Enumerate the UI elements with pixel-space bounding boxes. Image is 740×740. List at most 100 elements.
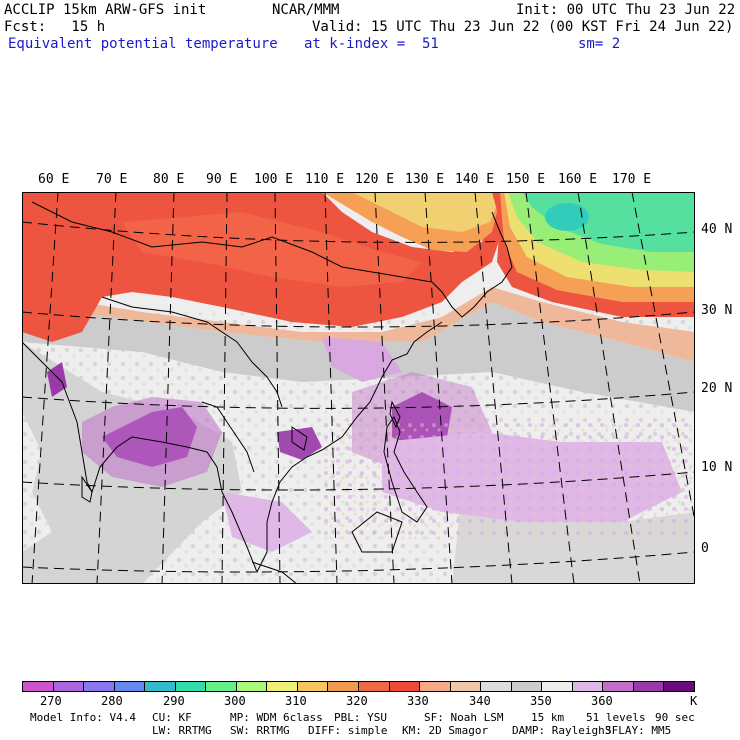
lon-label: 60 E [38,172,70,187]
colorbar-swatch [113,682,145,691]
colorbar-label: 280 [101,694,123,708]
lon-label: 130 E [405,172,445,187]
lon-label: 90 E [206,172,238,187]
colorbar-label: 340 [469,694,491,708]
colorbar [22,681,695,692]
colorbar-swatch [235,682,267,691]
lat-line [22,391,695,409]
colorbar-swatch [83,682,114,691]
lat-label: 30 N [701,303,733,318]
footer-item: KM: 2D Smagor [402,724,489,737]
lat-label: 0 [701,541,709,556]
lon-line [424,192,453,584]
colorbar-swatch [52,682,84,691]
footer-item: MP: WDM 6class [230,711,323,724]
border-line [201,401,255,473]
colorbar-swatch [449,682,481,691]
colorbar-swatch [480,682,511,691]
purple-scs [277,427,322,460]
lon-line [525,192,575,584]
colorbar-swatch [174,682,206,691]
lon-line [274,192,281,584]
lon-line [161,192,175,584]
lat-label: 40 N [701,222,733,237]
sumatra [251,561,298,584]
valid-time: Valid: 15 UTC Thu 23 Jun 22 (00 KST Fri … [312,19,734,35]
lon-label: 150 E [506,172,546,187]
colorbar-label: 270 [40,694,62,708]
lon-label: 100 E [254,172,294,187]
lat-line [22,471,695,491]
smoothing-label: sm= 2 [578,36,621,52]
lon-label: 170 E [612,172,652,187]
colorbar-label: 350 [530,694,552,708]
forecast-hour: Fcst: 15 h [4,19,106,35]
footer-item: SFLAY: MM5 [605,724,672,737]
lon-label: 120 E [355,172,395,187]
footer-item: DAMP: Rayleigh3 [512,724,612,737]
colorbar-swatch [327,682,359,691]
lon-line [221,192,228,584]
colorbar-swatch [144,682,175,691]
lon-label: 140 E [455,172,495,187]
lat-line [22,221,695,243]
borneo [351,511,403,553]
yellow-zone [352,192,502,232]
map-frame [22,192,695,584]
colorbar-swatch [358,682,389,691]
lon-line [577,192,641,584]
colorbar-label: 290 [163,694,185,708]
purple-arabian [47,362,67,397]
purple-india-halo [82,397,222,487]
colorbar-swatch [541,682,572,691]
footer-item: 15 km [531,711,565,724]
philippines [383,415,428,523]
equivalent-potential-temperature-map [22,192,695,584]
colorbar-swatch [632,682,664,691]
footer-item: PBL: YSU [334,711,387,724]
ne-cold-core [545,203,589,231]
border-line [101,296,283,408]
footer-item: DIFF: simple [308,724,388,737]
colorbar-swatch [663,682,695,691]
colorbar-swatch [266,682,297,691]
colorbar-label: 360 [591,694,613,708]
center-label: NCAR/MMM [272,2,340,18]
colorbar-label: 310 [285,694,307,708]
colorbar-swatch [205,682,236,691]
lat-line [22,551,695,573]
colorbar-label: 300 [224,694,246,708]
texture-tropics [322,422,695,542]
footer-item: LW: RRTMG [152,724,212,737]
colorbar-swatch [23,682,53,691]
lon-label: 160 E [558,172,598,187]
japan-coast [431,211,513,318]
colorbar-swatch [602,682,633,691]
colorbar-unit: K [690,694,698,708]
colorbar-swatch [571,682,603,691]
lon-line [96,192,117,584]
lat-label: 10 N [701,460,733,475]
lon-label: 80 E [153,172,185,187]
footer-item: SF: Noah LSM [424,711,504,724]
lat-label: 20 N [701,381,733,396]
footer-item: 51 levels [586,711,646,724]
lon-label: 70 E [96,172,128,187]
coastlines [22,201,513,584]
hainan [291,426,308,451]
level-label: at k-index = 51 [304,36,439,52]
footer-item: CU: KF [152,711,192,724]
lon-line [324,192,338,584]
colorbar-label: 320 [346,694,368,708]
footer-item: Model Info: V4.4 [30,711,136,724]
lon-line [474,192,513,584]
init-time: Init: 00 UTC Thu 23 Jun 22 [516,2,736,18]
asia-coast [22,321,443,574]
field-name: Equivalent potential temperature [8,36,278,52]
graticule [22,192,695,584]
colorbar-swatch [510,682,542,691]
lon-line [374,192,395,584]
taiwan [389,400,401,429]
footer-item: 90 sec [655,711,695,724]
lon-line [631,192,695,524]
